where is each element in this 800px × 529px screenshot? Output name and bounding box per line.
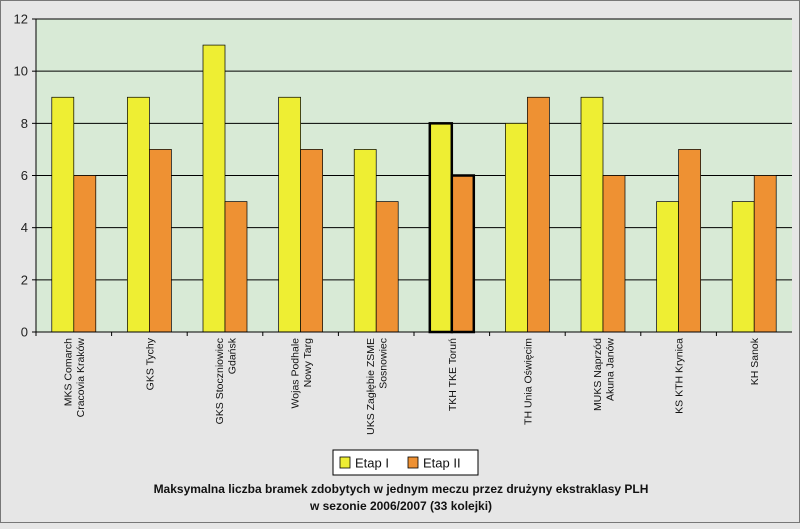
legend: Etap I Etap II	[332, 449, 479, 476]
bar-etap-1	[580, 96, 604, 333]
bar-etap-2	[149, 149, 172, 333]
bar-etap-2	[678, 149, 701, 333]
bar-etap-1	[505, 122, 528, 333]
bar-etap-2	[527, 96, 550, 333]
bar-etap-1	[278, 96, 301, 333]
bar-etap-2	[73, 175, 97, 333]
caption-line: w sezonie 2006/2007 (33 kolejki)	[309, 499, 492, 513]
bar-etap-2	[602, 175, 626, 333]
bar-etap-1	[656, 201, 679, 333]
bar-etap-1	[51, 96, 75, 333]
bars	[51, 44, 777, 334]
bar-etap-2	[450, 174, 476, 334]
bar-etap-2	[753, 175, 777, 333]
legend-swatch	[407, 456, 419, 469]
y-tick-label: 0	[21, 325, 28, 340]
y-axis-ticks: 0 2 4 6 8 10 12	[14, 12, 36, 340]
y-tick-label: 6	[21, 168, 28, 183]
x-tick-label: KS KTH Krynica	[674, 338, 686, 414]
caption-line: Maksymalna liczba bramek zdobytych w jed…	[154, 482, 649, 496]
bar-etap-2	[224, 201, 248, 333]
bar-etap-2	[375, 201, 399, 333]
x-axis-ticks: MKS ComarchCracovia Kraków GKS Tychy GKS S…	[35, 332, 761, 435]
bar-etap-1	[353, 149, 377, 333]
legend-label: Etap I	[355, 456, 389, 471]
chart-caption: Maksymalna liczba bramek zdobytych w jed…	[154, 482, 649, 513]
x-tick-label: KH Sanok	[749, 337, 761, 385]
x-tick-label: TKH TKE Toruń	[447, 338, 459, 411]
y-tick-label: 2	[21, 272, 28, 287]
x-tick-label: UKS Zagłębie ZSMESosnowiec	[365, 338, 390, 435]
y-tick-label: 10	[14, 64, 28, 79]
bar-etap-1	[127, 96, 150, 333]
legend-swatch	[339, 456, 351, 469]
legend-box	[332, 449, 479, 476]
bar-etap-2	[300, 149, 323, 333]
bar-etap-1	[428, 122, 454, 334]
x-tick-label: Wojas PodhaleNowy Targ	[289, 338, 314, 409]
x-tick-label: MKS ComarchCracovia Kraków	[63, 338, 88, 418]
x-tick-label: GKS StoczniowiecGdańsk	[214, 337, 239, 424]
x-tick-label: MUKS NaprzódAkuna Janów	[592, 338, 617, 411]
bar-etap-1	[731, 201, 755, 333]
x-tick-label: TH Unia Oświęcim	[522, 338, 534, 425]
y-tick-label: 12	[14, 12, 28, 27]
bar-etap-1	[202, 44, 226, 333]
y-tick-label: 4	[21, 220, 28, 235]
x-tick-label: GKS Tychy	[144, 337, 156, 390]
legend-label: Etap II	[423, 456, 461, 471]
y-tick-label: 8	[21, 116, 28, 131]
